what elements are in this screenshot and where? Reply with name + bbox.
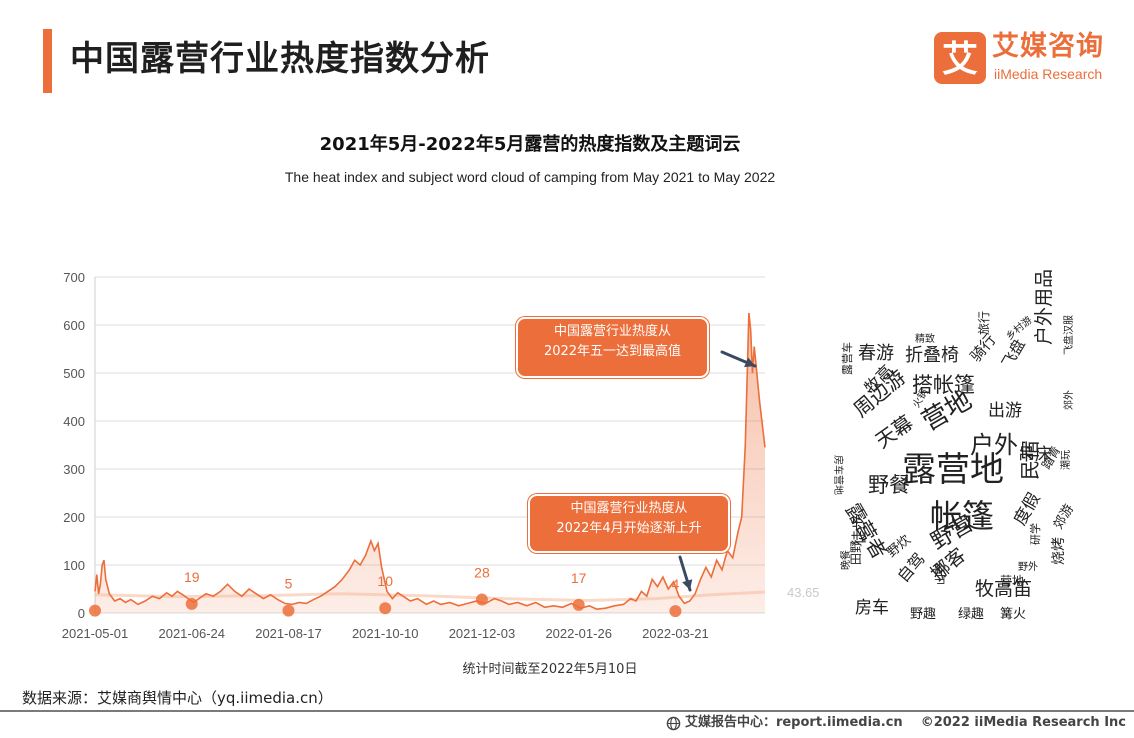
brand-logo-cn: 艾媒咨询: [992, 31, 1104, 62]
word-cloud-term: 帐篷: [930, 497, 995, 535]
word-cloud-term: 春游: [858, 343, 894, 364]
data-marker: [89, 604, 101, 617]
data-marker: [185, 597, 198, 610]
marker-label: 5: [285, 576, 293, 592]
x-tick-label: 2021-10-10: [352, 626, 419, 641]
y-tick-label: 0: [78, 606, 85, 621]
cutoff-note: 统计时间截至2022年5月10日: [462, 662, 638, 677]
marker-label: 28: [474, 565, 490, 581]
footer-divider: [0, 710, 1134, 712]
word-cloud-term: 骑行: [966, 330, 1000, 366]
word-cloud-term: 山野: [934, 563, 947, 585]
y-tick-label: 100: [63, 558, 85, 573]
callout-rise-line-2: 2022年4月开始逐渐上升: [556, 521, 702, 536]
word-cloud-term: 房车: [855, 598, 889, 618]
y-tick-label: 600: [63, 318, 85, 333]
brand-logo-en: iiMedia Research: [994, 66, 1103, 82]
word-cloud-term: 旅行: [977, 310, 991, 335]
heat-index-line: [94, 312, 766, 610]
word-cloud-term: 野外: [1018, 562, 1038, 573]
data-marker: [475, 593, 488, 606]
trend-end-label: 43.65: [787, 585, 820, 600]
marker-label: 10: [377, 573, 393, 589]
page-title: 中国露营行业热度指数分析: [70, 39, 490, 79]
data-marker: [379, 602, 392, 615]
y-tick-label: 300: [63, 462, 85, 477]
word-cloud-term: 房车营地: [832, 455, 843, 495]
word-cloud-term: 搭帐篷: [912, 373, 975, 397]
x-tick-label: 2022-01-26: [545, 626, 612, 641]
footer-copyright: ©2022 iiMedia Research Inc: [920, 715, 1126, 730]
word-cloud-term: 出游: [988, 401, 1022, 421]
word-cloud-term: 吊床: [1018, 445, 1052, 465]
word-cloud-term: 潮玩: [1061, 450, 1072, 470]
topic-word-cloud: 露营地 帐篷 营地 户外 搭帐篷 户外用品 天幕 周边游 露营者 野营 野餐 民宿 牧高笛 挪客 春游 折叠椅…: [832, 269, 1090, 630]
data-marker: [572, 598, 585, 611]
word-cloud-term: 牧高笛: [975, 578, 1033, 600]
chart-subtitle: The heat index and subject word cloud of…: [284, 169, 776, 185]
marker-label: 17: [571, 570, 587, 586]
word-cloud-term: 绿趣: [958, 607, 985, 622]
word-cloud-term: 郊游: [1051, 501, 1078, 532]
word-cloud-term: 飞盘: [998, 336, 1029, 371]
marker-label: 4: [672, 576, 680, 592]
y-tick-label: 400: [63, 414, 85, 429]
word-cloud-term: 研学: [1029, 523, 1042, 545]
word-cloud-term: 飞盘汉服: [1064, 315, 1075, 355]
x-tick-label: 2021-05-01: [62, 626, 129, 641]
x-tick-label: 2021-08-17: [255, 626, 322, 641]
word-cloud-term: 篝火: [1000, 607, 1027, 622]
word-cloud-term: 露营车: [841, 342, 854, 375]
word-cloud-term: 烧烤: [1051, 537, 1067, 565]
word-cloud-term: 天幕: [870, 410, 918, 454]
callout-rise-line-1: 中国露营行业热度从: [570, 501, 688, 516]
word-cloud-term: 田野: [849, 540, 863, 565]
footer-site: 艾媒报告中心：report.iimedia.cn: [684, 715, 903, 730]
data-marker: [669, 605, 682, 618]
word-cloud-term: 郊外: [1064, 390, 1075, 410]
word-cloud-term: 折叠椅: [905, 345, 959, 366]
footer: 艾媒报告中心：report.iimedia.cn ©2022 iiMedia R…: [666, 713, 1126, 733]
brand-logo-mark-char: 艾: [942, 39, 978, 80]
y-tick-label: 700: [63, 270, 85, 285]
word-cloud-term: 野餐: [868, 473, 910, 497]
callout-rise: 中国露营行业热度从 2022年4月开始逐渐上升: [528, 494, 730, 553]
word-cloud-term: 露营地: [902, 450, 1004, 490]
x-tick-label: 2021-12-03: [449, 626, 516, 641]
callout-peak-line-2: 2022年五一达到最高值: [543, 344, 682, 359]
callout-peak: 中国露营行业热度从 2022年五一达到最高值: [516, 317, 709, 378]
chart-title: 2021年5月-2022年5月露营的热度指数及主题词云: [319, 134, 741, 155]
marker-label: 19: [184, 569, 200, 585]
title-accent-bar: [43, 29, 52, 93]
word-cloud-term: 精致: [915, 334, 935, 345]
callout-rise-arrow-head: [682, 579, 693, 590]
trend-line: [94, 590, 766, 603]
word-cloud-term: 营地: [1000, 574, 1025, 588]
globe-icon: [666, 716, 681, 731]
data-source: 数据来源：艾媒商舆情中心（yq.iimedia.cn）: [22, 689, 333, 707]
brand-logo-mark: 艾: [934, 32, 986, 84]
y-tick-label: 500: [63, 366, 85, 381]
x-tick-label: 2021-06-24: [158, 626, 225, 641]
brand-logo: 艾 艾媒咨询 iiMedia Research: [934, 30, 1119, 86]
y-tick-label: 200: [63, 510, 85, 525]
data-marker: [282, 604, 295, 617]
word-cloud-term: 野趣: [910, 607, 937, 622]
callout-peak-line-1: 中国露营行业热度从: [553, 324, 671, 339]
callout-peak-arrow-head: [744, 357, 755, 368]
word-cloud-term: 户外用品: [1033, 268, 1055, 345]
x-tick-label: 2022-03-21: [642, 626, 709, 641]
word-cloud-term: 户外: [970, 431, 1018, 459]
